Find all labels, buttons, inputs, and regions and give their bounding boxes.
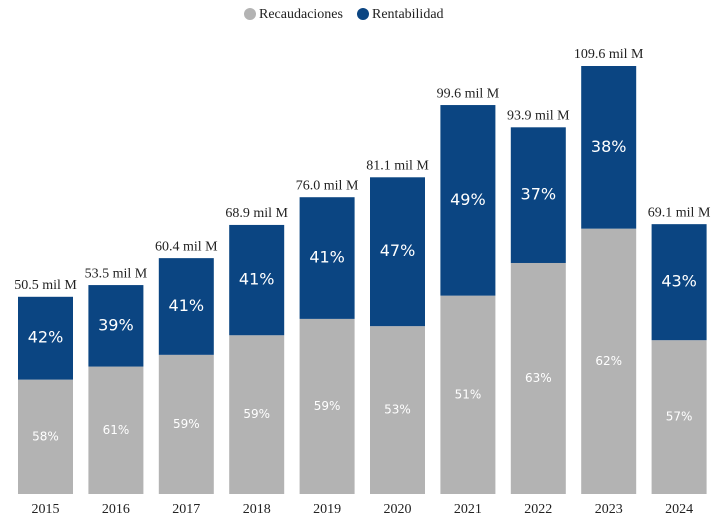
value-label: 61% bbox=[103, 423, 130, 437]
bar-segment bbox=[581, 66, 637, 229]
bar-segment bbox=[370, 326, 425, 494]
x-tick-label: 2018 bbox=[243, 502, 271, 517]
bar-segment bbox=[651, 224, 707, 341]
total-label: 60.4 mil M bbox=[155, 239, 218, 254]
bar-segment bbox=[299, 318, 355, 494]
bar-segment bbox=[299, 197, 355, 319]
bar-segment bbox=[370, 177, 425, 327]
x-tick-label: 2015 bbox=[32, 502, 60, 517]
total-label: 50.5 mil M bbox=[14, 278, 77, 293]
bar-segment bbox=[651, 340, 707, 494]
x-tick-label: 2021 bbox=[454, 502, 482, 517]
bar-segment bbox=[440, 295, 496, 494]
legend-swatch bbox=[244, 8, 256, 20]
bar-segment bbox=[88, 285, 144, 367]
bar-segment bbox=[510, 262, 566, 494]
total-label: 109.6 mil M bbox=[574, 47, 644, 62]
x-tick-label: 2023 bbox=[595, 502, 623, 517]
value-label: 59% bbox=[314, 399, 341, 413]
total-label: 81.1 mil M bbox=[366, 159, 429, 174]
bar-segment bbox=[510, 127, 566, 263]
value-label: 57% bbox=[666, 410, 693, 424]
value-label: 42% bbox=[28, 328, 64, 347]
value-label: 59% bbox=[173, 417, 200, 431]
value-label: 41% bbox=[309, 248, 345, 267]
bar-segment bbox=[88, 366, 144, 494]
bar-segment bbox=[158, 354, 214, 494]
total-label: 76.0 mil M bbox=[296, 178, 359, 193]
value-label: 62% bbox=[595, 354, 622, 368]
value-label: 38% bbox=[591, 137, 627, 156]
x-tick-label: 2022 bbox=[524, 502, 552, 517]
bar-segment bbox=[158, 258, 214, 355]
value-label: 49% bbox=[450, 190, 486, 209]
total-label: 68.9 mil M bbox=[225, 206, 288, 221]
x-tick-label: 2024 bbox=[665, 502, 693, 517]
value-label: 39% bbox=[98, 315, 134, 334]
legend-label: Recaudaciones bbox=[259, 7, 343, 22]
bar-segment bbox=[229, 335, 285, 494]
value-label: 43% bbox=[661, 272, 697, 291]
bar-segment bbox=[18, 379, 73, 494]
value-label: 51% bbox=[455, 387, 482, 401]
legend-label: Rentabilidad bbox=[372, 7, 444, 22]
value-label: 53% bbox=[384, 403, 411, 417]
total-label: 69.1 mil M bbox=[648, 205, 711, 220]
total-label: 53.5 mil M bbox=[85, 266, 148, 281]
value-label: 41% bbox=[239, 270, 275, 289]
value-label: 41% bbox=[169, 296, 205, 315]
value-label: 58% bbox=[32, 429, 59, 443]
value-label: 47% bbox=[380, 241, 416, 260]
x-tick-label: 2017 bbox=[172, 502, 200, 517]
value-label: 59% bbox=[243, 407, 270, 421]
x-tick-label: 2020 bbox=[384, 502, 412, 517]
bar-segment bbox=[581, 228, 637, 494]
total-label: 99.6 mil M bbox=[437, 86, 500, 101]
x-tick-label: 2019 bbox=[313, 502, 341, 517]
legend-swatch bbox=[357, 8, 369, 20]
bar-segment bbox=[18, 296, 73, 380]
total-label: 93.9 mil M bbox=[507, 109, 570, 124]
value-label: 63% bbox=[525, 371, 552, 385]
x-tick-label: 2016 bbox=[102, 502, 130, 517]
bar-segment bbox=[440, 105, 496, 296]
value-label: 37% bbox=[521, 185, 557, 204]
bar-segment bbox=[229, 224, 285, 336]
